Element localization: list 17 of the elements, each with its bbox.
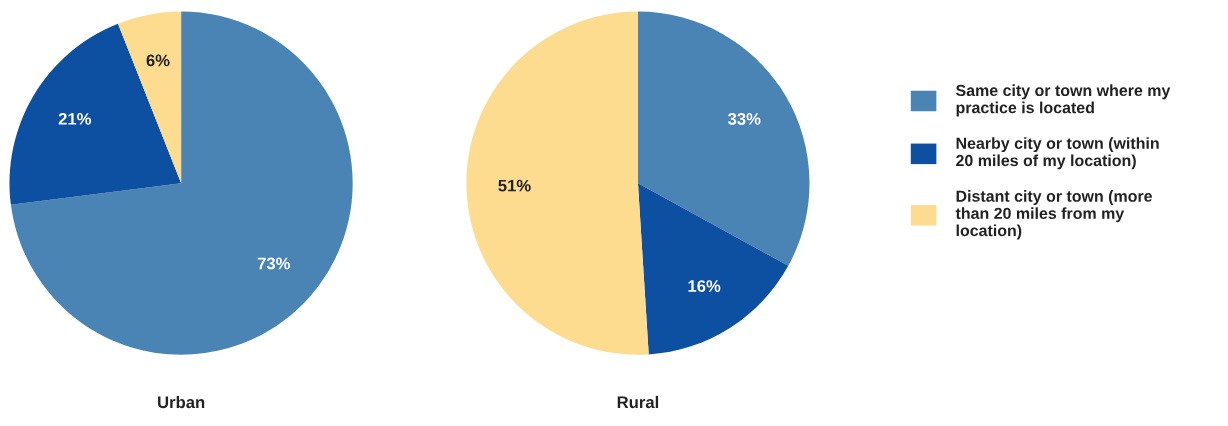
pie-slice <box>637 11 810 266</box>
pie-slice <box>117 11 182 184</box>
legend-label: Nearby city or town (within 20 miles of my location) <box>956 137 1159 170</box>
legend-label: Same city or town where my practice is located <box>956 84 1171 117</box>
data-label: 21% <box>58 112 92 125</box>
text: Rural <box>617 395 659 409</box>
data-label: 51% <box>498 179 531 192</box>
data-label: 33% <box>727 112 761 125</box>
pie-slice <box>10 11 353 355</box>
legend-label: Distant city or town (more than 20 miles from my location) <box>955 190 1152 240</box>
pie-slice <box>9 23 182 205</box>
data-label: 16% <box>688 280 721 292</box>
pie-slice <box>637 183 789 355</box>
pie-slice <box>466 11 649 355</box>
text: Urban <box>158 395 205 409</box>
data-label: 73% <box>257 257 291 270</box>
data-label: 6% <box>146 54 170 67</box>
